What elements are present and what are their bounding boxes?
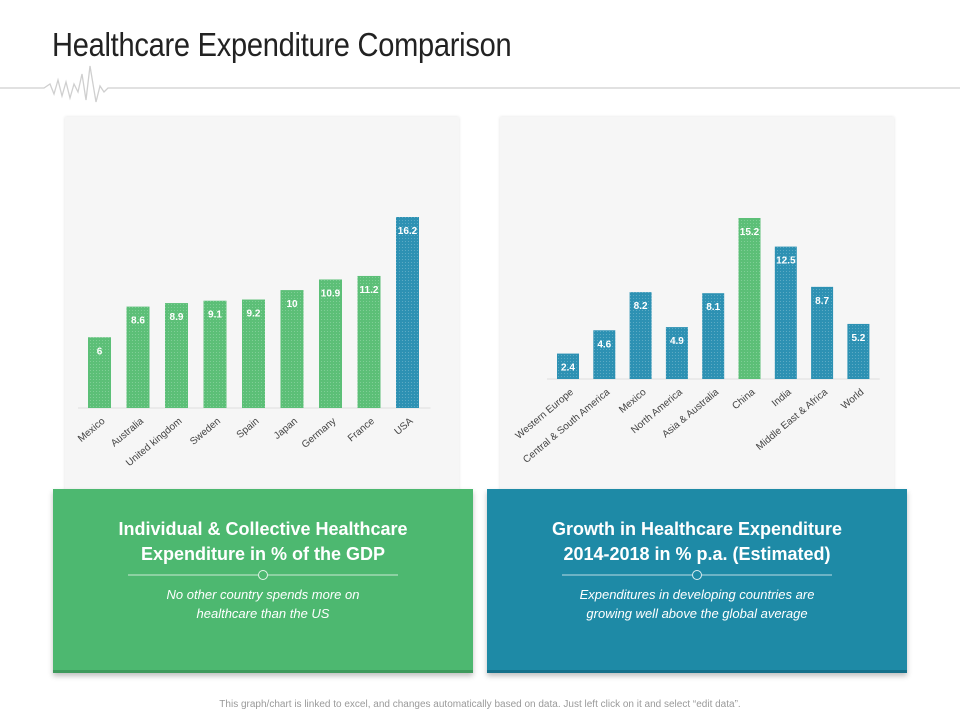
bar [593,330,616,379]
x-tick-label: Sweden [188,416,223,448]
card-description-line: growing well above the global average [586,606,808,621]
card-heading-line: Expenditure in % of the GDP [140,544,386,564]
chart-panel-growth: 2.4 Western Europe 4.6 Central & South Amer… [500,117,894,497]
data-label: 5.2 [851,333,865,344]
bar [738,218,761,379]
data-label: 8.7 [815,296,829,307]
data-label: 9.2 [247,309,261,320]
data-label: 12.5 [776,256,796,267]
data-label: 11.2 [360,285,379,296]
data-label: 16.2 [398,226,418,237]
x-tick-label: Mexico [76,416,108,445]
growth-summary-card: Growth in Healthcare Expenditure 2014-20… [487,489,907,673]
card-description: No other country spends more on healthca… [83,585,443,623]
bar [126,306,150,408]
card-description: Expenditures in developing countries are… [517,585,877,623]
card-description-line: Expenditures in developing countries are [579,587,815,602]
gdp-summary-card: Individual & Collective Healthcare Expen… [53,489,473,673]
divider-circle-icon [562,570,832,580]
x-tick-label: Japan [272,416,300,442]
bar [357,275,381,408]
bar [88,337,111,408]
bar [665,327,688,379]
x-tick-label: Western Europe [514,387,577,442]
data-label: 4.6 [597,339,611,350]
data-label: 6 [97,346,103,357]
x-tick-label: World [839,387,866,412]
chart-panel-gdp: 6 Mexico 8.6 Australia 8.9 United kingdom 9.1 S… [65,117,459,497]
x-tick-label: USA [393,416,416,438]
data-label: 8.1 [706,302,720,313]
heartbeat-line-icon [0,65,960,103]
card-heading-line: 2014-2018 in % p.a. (Estimated) [563,544,831,564]
card-description-line: No other country spends more on [166,587,360,602]
bar [557,353,579,379]
data-label: 8.9 [170,312,184,323]
x-tick-label: China [730,387,757,413]
card-description-line: healthcare than the US [196,606,330,621]
data-label: 9.1 [208,310,222,321]
data-label: 15.2 [740,227,760,238]
bar [165,303,188,408]
x-tick-label: Germany [300,416,339,451]
bar [242,299,265,408]
bar [280,290,304,408]
x-tick-label: Middle East & Africa [754,387,830,453]
footnote: This graph/chart is linked to excel, and… [219,699,741,710]
x-tick-label: Australia [109,416,146,450]
bar [629,292,652,379]
data-label: 10 [286,299,298,310]
x-tick-label: Mexico [617,387,649,416]
data-label: 10.9 [321,288,341,299]
card-heading-line: Growth in Healthcare Expenditure [551,519,843,539]
bar [319,279,342,408]
divider-circle-icon [128,570,398,580]
x-tick-label: Spain [235,416,262,441]
card-heading: Growth in Healthcare Expenditure 2014-20… [487,517,907,567]
bar [203,300,227,408]
bar [847,323,870,379]
bar [811,286,834,379]
page-title: Healthcare Expenditure Comparison [52,26,512,63]
card-heading: Individual & Collective Healthcare Expen… [53,517,473,567]
x-tick-label: India [770,387,794,410]
card-heading-line: Individual & Collective Healthcare [118,519,408,539]
data-label: 8.2 [634,301,648,312]
data-label: 2.4 [561,363,575,374]
data-label: 4.9 [670,336,684,347]
bar [702,293,725,379]
bar [774,246,797,379]
x-tick-label: France [346,416,377,445]
data-label: 8.6 [131,316,145,327]
bar [396,217,419,408]
